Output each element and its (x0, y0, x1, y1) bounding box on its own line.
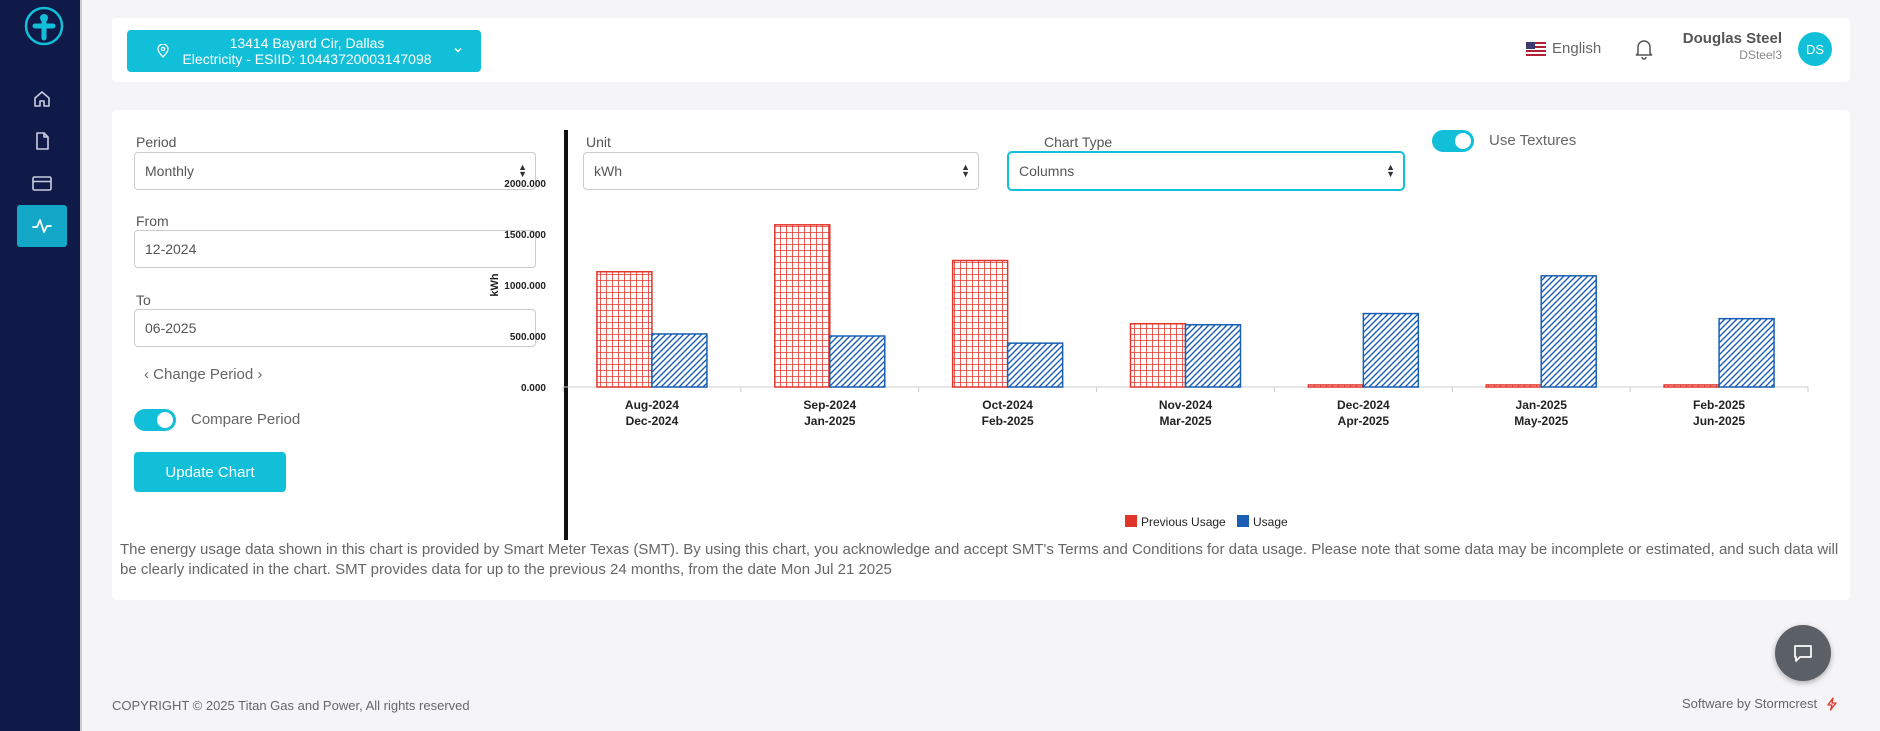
user-handle: DSteel3 (1739, 48, 1782, 62)
panel-divider (564, 130, 568, 540)
x-tick-label: Nov-2024 (1159, 398, 1213, 412)
nav-billing[interactable] (17, 162, 67, 204)
bar-usage (651, 333, 708, 388)
select-arrows-icon: ▲ ▼ (1386, 162, 1395, 179)
software-credit-label: Software by Stormcrest (1682, 696, 1818, 711)
user-name: Douglas Steel (1682, 30, 1782, 47)
bar-previous-usage (596, 270, 653, 388)
to-value: 06-2025 (145, 320, 197, 336)
language-label: English (1552, 40, 1602, 57)
us-flag-icon (1526, 41, 1546, 56)
x-tick-label: Feb-2025 (982, 414, 1034, 428)
document-icon (36, 132, 49, 150)
compare-period-toggle[interactable] (134, 409, 176, 431)
nav-usage[interactable] (17, 205, 67, 247)
avatar[interactable]: DS (1798, 32, 1832, 66)
x-tick-label: Jun-2025 (1693, 414, 1745, 428)
period-label: Period (136, 134, 177, 150)
bar-previous-usage (1663, 384, 1720, 388)
x-tick-label: Feb-2025 (1693, 398, 1745, 412)
x-tick-label: Oct-2024 (982, 398, 1033, 412)
bar-previous-usage (1129, 323, 1187, 388)
sidebar (0, 0, 82, 731)
nav-home[interactable] (17, 78, 67, 120)
language-selector[interactable]: English (1526, 40, 1601, 57)
x-tick-label: Dec-2024 (626, 414, 679, 428)
address-line: 13414 Bayard Cir, Dallas (229, 35, 385, 51)
unit-value: kWh (594, 163, 622, 179)
change-period-label: Change Period (153, 366, 254, 383)
home-icon (34, 91, 50, 107)
account-selector-button[interactable]: 13414 Bayard Cir, Dallas Electricity - E… (127, 30, 481, 72)
x-tick-label: May-2025 (1514, 414, 1568, 428)
y-tick-label: 0.000 (521, 383, 546, 394)
bar-usage (1184, 324, 1242, 388)
lightning-icon (1827, 696, 1837, 711)
chevron-right-icon[interactable]: › (257, 366, 263, 383)
credit-card-icon (32, 176, 52, 191)
select-arrows-icon: ▲ ▼ (961, 162, 970, 179)
bar-previous-usage (1485, 384, 1542, 388)
bar-usage (829, 335, 886, 388)
use-textures-toggle[interactable] (1432, 130, 1474, 152)
unit-select[interactable]: kWh ▲ ▼ (583, 152, 979, 190)
nav-documents[interactable] (17, 120, 67, 162)
y-tick-label: 1500.000 (504, 230, 546, 241)
software-credit: Software by Stormcrest (1682, 696, 1839, 711)
use-textures-label: Use Textures (1489, 132, 1577, 149)
chevron-down-icon (454, 47, 462, 53)
chat-bubble-icon (1794, 645, 1812, 662)
bar-previous-usage (774, 224, 831, 388)
chart-type-select[interactable]: Columns ▲ ▼ (1008, 152, 1404, 190)
brand-logo-icon[interactable] (24, 6, 64, 46)
y-tick-label: 2000.000 (504, 179, 546, 190)
bar-usage (1006, 342, 1064, 388)
period-value: Monthly (145, 163, 195, 179)
legend-label: Usage (1253, 515, 1288, 529)
compare-period-label: Compare Period (191, 411, 301, 428)
notification-bell-icon[interactable] (1634, 38, 1654, 60)
select-arrows-icon: ▲ ▼ (518, 162, 527, 179)
bar-previous-usage (951, 259, 1009, 388)
chevron-left-icon[interactable]: ‹ (144, 366, 149, 383)
chat-button[interactable] (1775, 625, 1831, 681)
usage-chart: 0.000 500.000 1000.000 1500.000 2000.000 kWh A… (489, 179, 1809, 529)
copyright-text: COPYRIGHT © 2025 Titan Gas and Power, Al… (112, 698, 470, 713)
y-tick-label: 1000.000 (504, 281, 546, 292)
x-tick-label: Aug-2024 (625, 398, 679, 412)
y-axis-title: kWh (489, 273, 501, 297)
bar-usage (1718, 317, 1775, 388)
top-bar: 13414 Bayard Cir, Dallas Electricity - E… (112, 18, 1850, 82)
x-tick-label: Sep-2024 (803, 398, 856, 412)
from-input[interactable]: 12-2024 (134, 230, 536, 268)
from-label: From (136, 213, 169, 229)
to-input[interactable]: 06-2025 (134, 309, 536, 347)
esiid-line: Electricity - ESIID: 10443720003147098 (182, 51, 432, 67)
chart-type-value: Columns (1019, 163, 1075, 179)
disclaimer-text: The energy usage data shown in this char… (120, 541, 1839, 578)
change-period-control[interactable]: ‹ Change Period › (144, 366, 262, 383)
legend-label: Previous Usage (1141, 515, 1226, 529)
unit-label: Unit (586, 134, 611, 150)
x-tick-label: Dec-2024 (1337, 398, 1390, 412)
activity-icon (32, 219, 52, 233)
legend-swatch (1125, 515, 1137, 527)
bar-usage (1362, 312, 1420, 388)
chart-type-label: Chart Type (1044, 134, 1113, 150)
bar-usage (1540, 275, 1597, 388)
update-chart-button[interactable]: Update Chart (134, 452, 286, 492)
x-tick-label: Mar-2025 (1159, 414, 1211, 428)
y-tick-label: 500.000 (510, 332, 547, 343)
x-tick-label: Jan-2025 (1516, 398, 1568, 412)
x-tick-label: Jan-2025 (804, 414, 856, 428)
x-tick-label: Apr-2025 (1338, 414, 1390, 428)
to-label: To (136, 292, 151, 308)
from-value: 12-2024 (145, 241, 197, 257)
location-pin-icon (157, 44, 169, 58)
bar-previous-usage (1307, 384, 1365, 388)
legend-swatch (1237, 515, 1249, 527)
period-select[interactable]: Monthly ▲ ▼ (134, 152, 536, 190)
user-info[interactable]: Douglas Steel DSteel3 (1672, 30, 1782, 62)
